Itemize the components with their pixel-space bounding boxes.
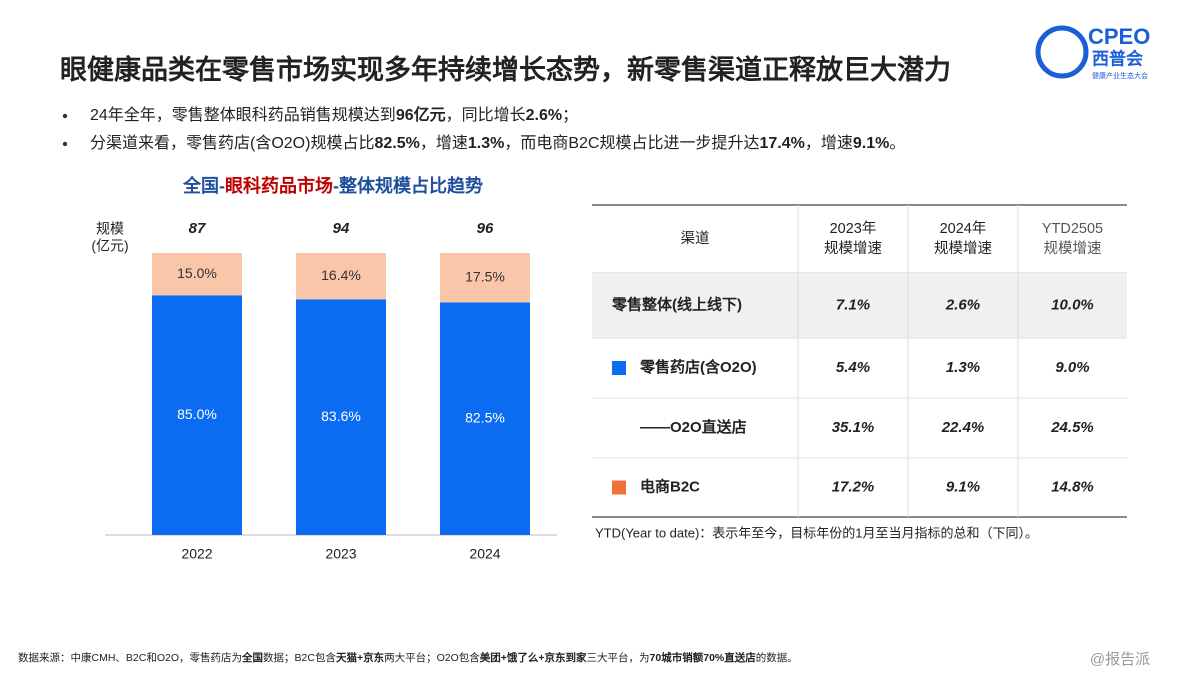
bar-segment	[296, 299, 386, 535]
table-cell: 2.6%	[945, 296, 980, 313]
source-note-segment: 天猫+京东	[336, 651, 385, 664]
source-note-segment: 两大平台；O2O包含	[384, 651, 480, 664]
bullet-text-segment: 1.3%	[468, 135, 504, 152]
x-tick-label: 2022	[181, 546, 212, 562]
bar-segment	[440, 302, 530, 535]
value-label: 83.6%	[321, 408, 361, 424]
value-label: 85.0%	[177, 406, 217, 422]
bullet-text-segment: 24年全年，零售整体眼科药品销售规模达到	[90, 106, 396, 124]
table-header: 规模增速	[824, 240, 882, 257]
value-label: 82.5%	[465, 409, 505, 425]
row-label: 零售整体(线上线下)	[611, 295, 742, 313]
bar-segment	[296, 253, 386, 300]
table-cell: 9.0%	[1055, 359, 1089, 376]
bullet-text-segment: 2.6%	[526, 107, 562, 124]
row-label: 零售药店(含O2O)	[639, 358, 757, 376]
logo-name: 西普会	[1092, 48, 1143, 68]
table-header: 规模增速	[1044, 240, 1102, 257]
table-header: 2024年	[940, 220, 987, 237]
table-cell: 24.5%	[1050, 419, 1094, 436]
table-cell: 14.8%	[1051, 478, 1094, 495]
table-header: YTD2505	[1042, 221, 1103, 237]
bullet-text-segment: ；	[562, 107, 578, 124]
bullet-dot	[62, 113, 68, 119]
table-header: 2023年	[830, 220, 877, 237]
row-marker	[612, 361, 626, 375]
bullet-text: 24年全年，零售整体眼科药品销售规模达到96亿元，同比增长2.6%；	[90, 105, 578, 124]
value-label: 15.0%	[177, 265, 217, 281]
row-marker	[612, 480, 626, 495]
chart-title-part: -整体规模占比趋势	[333, 175, 483, 196]
x-tick-label: 2024	[469, 546, 500, 562]
table-cell: 35.1%	[832, 419, 875, 436]
chart-title-part: 眼科药品市场	[225, 175, 333, 196]
total-label: 96	[477, 220, 494, 237]
total-label: 94	[333, 220, 350, 237]
watermark: @报告派	[1090, 651, 1150, 668]
bullet-text-segment: 分渠道来看，零售药店(含O2O)规模占比	[90, 134, 374, 152]
bullet-text-segment: ，同比增长	[446, 106, 526, 124]
bullet-text-segment: ，增速	[420, 134, 468, 152]
source-note-segment: 全国	[241, 651, 263, 664]
bar-segment	[440, 253, 530, 303]
source-note-segment: 三大平台，为	[587, 651, 650, 664]
table-note: YTD(Year to date)：表示年至今，目标年份的1月至当月指标的总和（…	[595, 525, 1038, 540]
bar-segment	[152, 253, 242, 296]
table-header: 渠道	[681, 230, 710, 247]
bullet-text: 分渠道来看，零售药店(含O2O)规模占比82.5%，增速1.3%，而电商B2C规…	[90, 134, 905, 152]
total-label: 87	[189, 220, 206, 237]
table-cell: 9.1%	[946, 478, 980, 495]
table-cell: 10.0%	[1051, 296, 1094, 313]
value-label: 17.5%	[465, 268, 505, 284]
bar-segment	[152, 295, 242, 535]
bullet-text-segment: 96亿元	[396, 105, 446, 124]
row-shade	[592, 273, 1127, 338]
chart-title-part: 全国-	[182, 175, 225, 196]
x-tick-label: 2023	[325, 546, 356, 562]
logo-brand: CPEO	[1088, 24, 1150, 49]
source-note-segment: 数据来源：中康CMH、B2C和O2O，零售药店为	[18, 651, 242, 664]
source-note-segment: 数据；B2C包含	[263, 651, 336, 664]
y-axis-label: 规模	[96, 221, 124, 237]
source-note-segment: 美团+饿了么+京东到家	[480, 651, 587, 664]
bullet-dot	[62, 141, 68, 147]
row-label: 电商B2C	[640, 477, 700, 495]
slide-title: 眼健康品类在零售市场实现多年持续增长态势，新零售渠道正释放巨大潜力	[60, 54, 951, 85]
bullet-text-segment: 17.4%	[759, 135, 804, 152]
bullet-text-segment: 9.1%	[853, 135, 889, 152]
source-note: 数据来源：中康CMH、B2C和O2O，零售药店为全国数据；B2C包含天猫+京东两…	[18, 651, 798, 664]
table-cell: 5.4%	[836, 359, 870, 376]
bullet-text-segment: 。	[889, 135, 905, 152]
table-cell: 22.4%	[941, 419, 985, 436]
chart-title: 全国-眼科药品市场-整体规模占比趋势	[182, 175, 483, 196]
table-cell: 17.2%	[832, 478, 875, 495]
row-label: ——O2O直送店	[640, 418, 747, 436]
table-cell: 7.1%	[836, 296, 870, 313]
bullet-text-segment: ，增速	[805, 134, 853, 152]
y-axis-label: (亿元)	[91, 238, 128, 254]
source-note-segment: 的数据。	[756, 651, 798, 664]
bullet-text-segment: 82.5%	[374, 135, 419, 152]
logo-tagline: 健康产业生态大会	[1092, 71, 1148, 80]
source-note-segment: 70城市销额70%直送店	[650, 651, 757, 664]
value-label: 16.4%	[321, 267, 361, 283]
table-header: 规模增速	[934, 240, 992, 257]
bullet-text-segment: ，而电商B2C规模占比进一步提升达	[504, 134, 759, 152]
table-cell: 1.3%	[946, 359, 980, 376]
logo-ring	[1035, 25, 1089, 79]
